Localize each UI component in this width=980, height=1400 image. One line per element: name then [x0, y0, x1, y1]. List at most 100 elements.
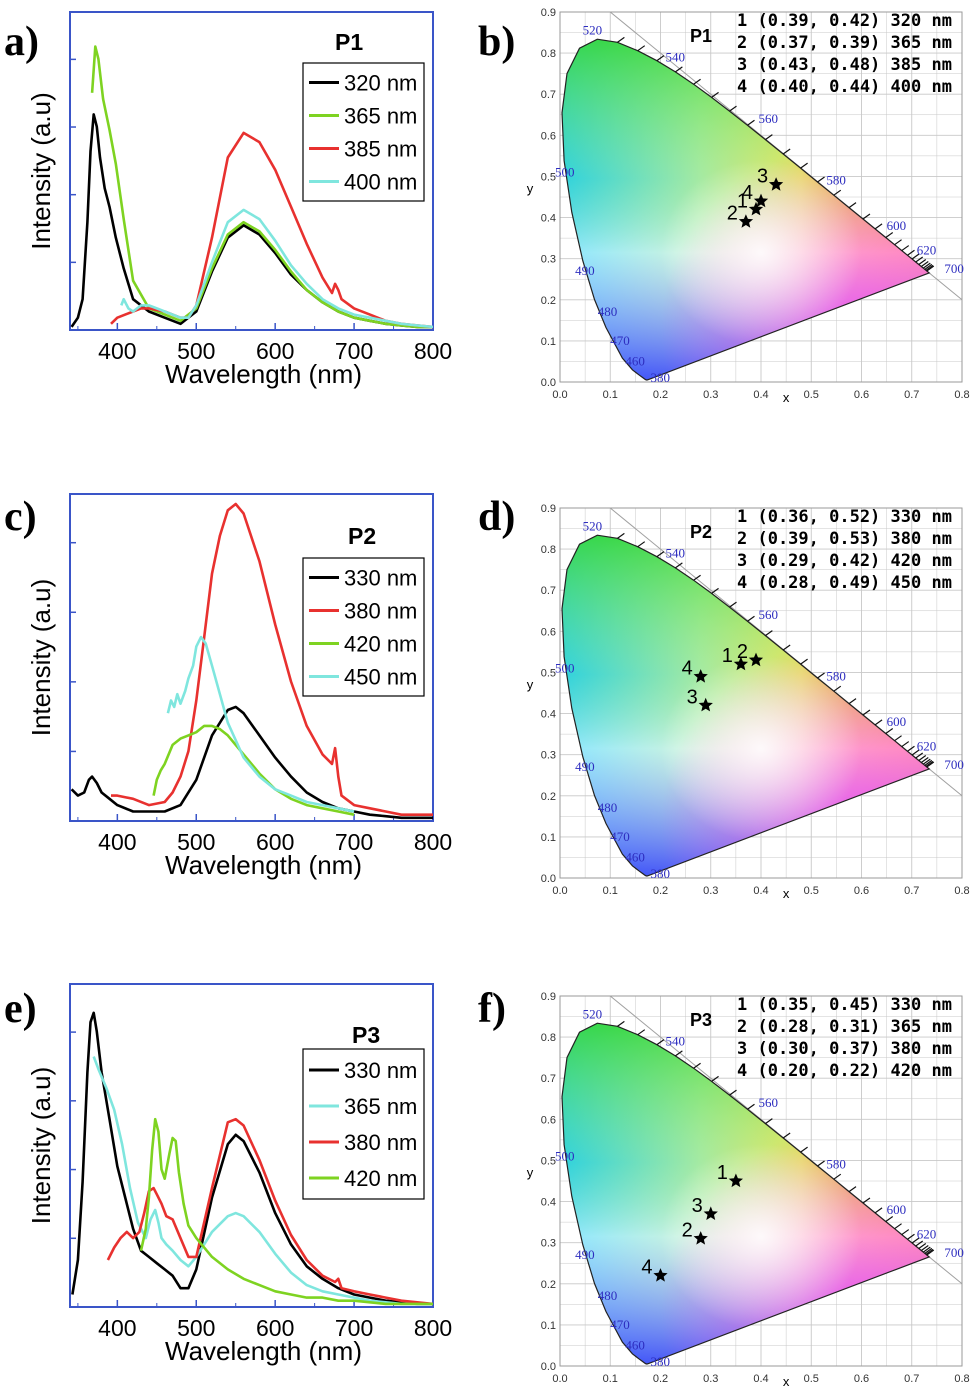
cie-x-tick-b-7: 0.7: [904, 389, 919, 401]
legend-label-e-2: 380 nm: [344, 1130, 417, 1155]
cie-y-axis-label-d: y: [527, 677, 534, 692]
panel-letter-a: a): [4, 19, 39, 65]
cie-y-tick-b-9: 0.9: [541, 7, 556, 19]
series-line-c-450nm: [166, 635, 355, 813]
cie-x-tick-b-6: 0.6: [854, 389, 869, 401]
wavelength-label-f-500: 500: [555, 1148, 575, 1163]
cie-info-line-b-2: 3 (0.43, 0.48) 385 nm: [737, 55, 952, 75]
x-axis-label-a: Wavelength (nm): [165, 359, 362, 389]
wavelength-label-d-540: 540: [666, 545, 686, 560]
cie-locus-tick-f-37: [911, 1237, 920, 1244]
cie-locus-tick-d-21: [693, 574, 701, 581]
cie-locus-tick-f-33: [885, 1216, 894, 1223]
cie-locus-tick-b-22: [711, 91, 719, 98]
cie-locus-tick-d-18: [637, 541, 646, 548]
cie-locus-tick-f-34: [894, 1223, 902, 1230]
cie-x-tick-d-1: 0.1: [603, 885, 618, 897]
wavelength-label-f-540: 540: [666, 1033, 686, 1048]
cie-x-tick-f-5: 0.5: [804, 1373, 819, 1385]
cie-point-b-2: [738, 214, 754, 228]
cie-x-tick-d-2: 0.2: [653, 885, 668, 897]
cie-info-line-d-1: 2 (0.39, 0.53) 380 nm: [737, 529, 952, 549]
cie-info-line-b-1: 2 (0.37, 0.39) 365 nm: [737, 33, 952, 53]
cie-point-label-b-2: 2: [727, 203, 738, 225]
cie-locus-tick-f-29: [833, 1173, 842, 1180]
panel-letter-d: d): [478, 494, 515, 540]
cie-locus-tick-d-19: [656, 551, 665, 558]
cie-y-tick-d-5: 0.5: [541, 667, 556, 679]
cie-locus-tick-d-33: [885, 728, 894, 735]
cie-locus-tick-b-36: [907, 249, 915, 256]
cie-locus-tick-f-23: [729, 1089, 737, 1096]
wavelength-label-d-500: 500: [555, 660, 575, 675]
cie-point-f-2: [693, 1231, 708, 1245]
wavelength-label-d-620: 620: [917, 739, 937, 754]
cie-locus-tick-d-41: [922, 758, 931, 765]
panel-letter-e: e): [4, 986, 37, 1032]
cie-point-label-f-4: 4: [641, 1257, 652, 1279]
cie-locus-tick-f-42: [924, 1247, 933, 1254]
cie-point-b-3: [768, 177, 784, 191]
wavelength-label-b-520: 520: [583, 23, 603, 38]
cie-locus-tick-b-41: [922, 262, 931, 269]
cie-x-tick-f-2: 0.2: [653, 1373, 668, 1385]
series-line-c-330nm: [70, 705, 433, 820]
cie-y-tick-b-8: 0.8: [541, 48, 556, 60]
chart-title-c: P2: [348, 523, 376, 549]
emission-chart-a: 400 500 600 700 800 Wavelength (nm) Intensity …: [26, 11, 452, 389]
cie-locus-tick-f-41: [922, 1246, 931, 1253]
cie-point-d-4: [693, 669, 708, 683]
cie-locus-tick-f-26: [782, 1132, 791, 1139]
series-line-e-380nm: [106, 1117, 434, 1306]
x-tick-label-e-400: 400: [98, 1315, 136, 1341]
x-tick-label-a-800: 800: [414, 338, 452, 364]
plot-frame-e: [69, 983, 434, 1308]
cie-locus-tick-f-39: [918, 1242, 927, 1249]
wavelength-label-b-700: 700: [944, 261, 964, 276]
legend-label-c-1: 380 nm: [344, 599, 417, 624]
legend-label-c-2: 420 nm: [344, 632, 417, 657]
cie-locus-tick-d-17: [617, 532, 625, 539]
cie-y-tick-f-4: 0.4: [541, 1197, 556, 1209]
cie-x-axis-label-d: x: [783, 886, 790, 901]
cie-y-tick-d-9: 0.9: [541, 503, 556, 515]
cie-x-tick-d-5: 0.5: [804, 885, 819, 897]
wavelength-label-b-560: 560: [758, 111, 778, 126]
plot-frame-a: [69, 11, 434, 331]
cie-locus-tick-b-38: [915, 256, 924, 263]
cie-y-tick-f-1: 0.1: [541, 1320, 556, 1332]
cie-locus-tick-b-18: [637, 45, 646, 52]
cie-locus-tick-f-28: [817, 1160, 825, 1167]
legend-label-a-3: 400 nm: [344, 170, 417, 195]
cie-locus-tick-b-43: [925, 264, 934, 271]
cie-x-axis-label-b: x: [783, 390, 790, 405]
cie-point-label-b-1: 1: [737, 190, 748, 212]
cie-locus-tick-b-28: [817, 176, 825, 183]
cie-locus-tick-d-31: [862, 709, 871, 716]
cie-x-tick-b-8: 0.8: [954, 389, 969, 401]
series-line-e-420nm: [139, 1117, 433, 1306]
cie-locus-tick-f-35: [901, 1229, 910, 1236]
cie-y-axis-label-f: y: [527, 1165, 534, 1180]
cie-x-tick-f-4: 0.4: [753, 1373, 768, 1385]
chart-title-a: P1: [335, 29, 363, 55]
cie-locus-tick-f-21: [693, 1062, 701, 1069]
cie-point-b-4: [753, 193, 769, 208]
wavelength-label-d-490: 490: [575, 759, 595, 774]
wavelength-label-d-700: 700: [944, 757, 964, 772]
cie-locus-tick-f-17: [617, 1020, 625, 1027]
cie-point-f-3: [703, 1206, 718, 1220]
cie-locus-tick-f-38: [915, 1240, 924, 1247]
cie-x-tick-f-0: 0.0: [552, 1373, 567, 1385]
wavelength-label-f-580: 580: [826, 1157, 846, 1172]
cie-locus-tick-b-40: [920, 261, 929, 268]
cie-x-tick-b-4: 0.4: [753, 389, 768, 401]
cie-y-tick-d-2: 0.2: [541, 791, 556, 803]
wavelength-label-f-490: 490: [575, 1247, 595, 1262]
cie-locus-tick-b-31: [862, 213, 871, 220]
cie-locus-tick-b-37: [911, 253, 920, 260]
x-tick-label-c-400: 400: [98, 829, 136, 855]
x-tick-label-e-600: 600: [256, 1315, 294, 1341]
cie-y-tick-b-7: 0.7: [541, 89, 556, 101]
cie-locus-tick-f-40: [920, 1245, 929, 1252]
